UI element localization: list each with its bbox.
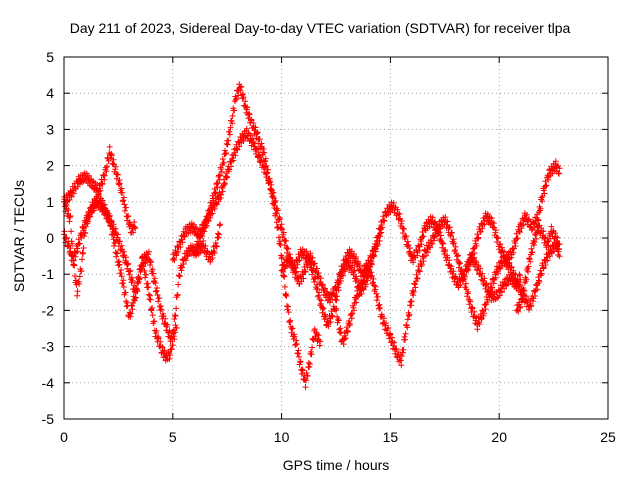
chart-title: Day 211 of 2023, Sidereal Day-to-day VTE… [69,20,571,36]
y-axis-label: SDTVAR / TECUs [11,179,27,293]
series-track-4 [169,81,324,391]
series-track-7 [333,214,563,369]
y-tick-label: 5 [46,49,54,65]
y-tick-label: -5 [42,411,55,427]
y-tick-label: 2 [46,158,54,174]
x-tick-label: 10 [274,429,290,445]
y-tick-label: -3 [42,339,55,355]
x-tick-label: 15 [383,429,399,445]
data-points [61,143,139,236]
data-points [463,158,563,274]
y-tick-label: -2 [42,302,55,318]
x-tick-label: 5 [169,429,177,445]
x-tick-label: 0 [60,429,68,445]
series-track-2 [61,191,224,364]
data-series [61,81,563,391]
axes: 0 5 10 15 20 25 -5 -4 -3 -2 -1 0 1 2 3 4 5 [42,49,616,445]
x-tick-label: 25 [600,429,616,445]
y-tick-label: -1 [42,266,55,282]
data-points [169,81,324,391]
y-tick-label: 1 [46,194,54,210]
y-tick-label: 4 [46,85,54,101]
y-tick-label: -4 [42,375,55,391]
data-points [333,214,563,369]
grid-lines [64,57,608,419]
plot-frame [63,56,609,420]
x-tick-label: 20 [491,429,507,445]
y-tick-label: 0 [46,230,54,246]
data-points [513,222,563,315]
series-track-8 [463,158,563,274]
series-track-9 [513,222,563,315]
x-axis-label: GPS time / hours [282,457,390,473]
data-points [61,191,224,364]
y-tick-label: 3 [46,121,54,137]
series-track-1 [61,143,139,236]
